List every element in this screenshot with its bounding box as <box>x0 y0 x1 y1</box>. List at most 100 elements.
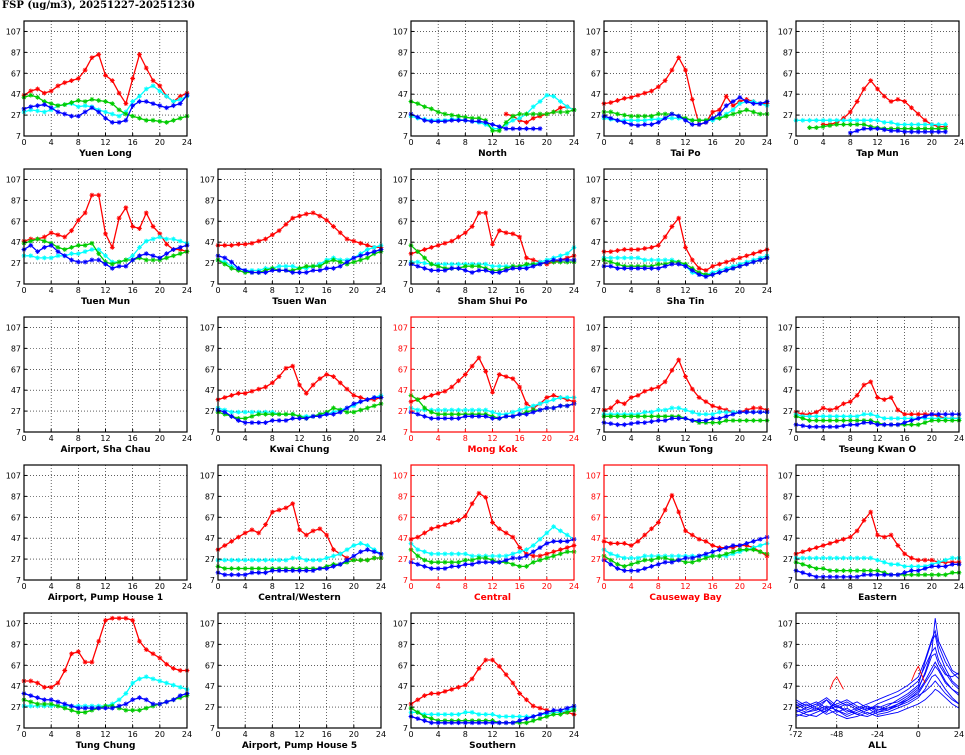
y-tick-label: 27 <box>11 407 21 416</box>
y-tick-label: 47 <box>205 238 215 247</box>
y-tick-label: 67 <box>11 69 21 78</box>
y-tick-label: 47 <box>11 90 21 99</box>
y-tick-label: 27 <box>783 555 793 564</box>
y-tick-label: 7 <box>16 428 21 437</box>
x-tick-label: 16 <box>128 138 138 147</box>
x-tick-label: 12 <box>680 138 690 147</box>
x-tick-label: 0 <box>601 434 606 443</box>
x-tick-label: 0 <box>21 138 26 147</box>
y-tick-label: 67 <box>398 661 408 670</box>
series-markers <box>408 705 577 719</box>
x-tick-label: 20 <box>349 730 359 739</box>
series-markers <box>215 547 384 578</box>
y-tick-label: 107 <box>393 175 408 184</box>
y-tick-label: 7 <box>403 428 408 437</box>
x-tick-label: -48 <box>830 730 843 739</box>
chart-panel: 0 4 8 12 16 20 24 7 27 47 67 87 107 Causeway Bay <box>586 464 772 603</box>
y-tick-label: 67 <box>11 661 21 670</box>
chart-panel: 0 4 8 12 16 20 24 7 27 47 67 87 107 Eastern <box>778 464 964 603</box>
station-title: Sham Shui Po <box>458 297 528 307</box>
y-tick-label: 7 <box>788 576 793 585</box>
x-tick-label: 20 <box>542 138 552 147</box>
y-tick-label: 107 <box>6 471 21 480</box>
x-tick-label: 20 <box>155 286 165 295</box>
x-tick-label: 20 <box>927 434 937 443</box>
y-tick-label: 107 <box>200 471 215 480</box>
chart-panel: 0 4 8 12 16 20 24 7 27 47 67 87 107 Southern <box>393 612 579 751</box>
y-tick-label: 27 <box>205 407 215 416</box>
y-tick-label: 87 <box>205 492 215 501</box>
x-tick-label: 24 <box>569 138 579 147</box>
y-tick-label: 7 <box>210 724 215 733</box>
series-line <box>795 629 960 709</box>
y-tick-label: 7 <box>16 280 21 289</box>
y-tick-label: 7 <box>210 576 215 585</box>
series-markers <box>847 126 948 136</box>
y-tick-label: 87 <box>205 196 215 205</box>
x-tick-label: 16 <box>708 582 718 591</box>
series-markers <box>408 490 577 559</box>
x-tick-label: 24 <box>569 286 579 295</box>
series-markers <box>21 693 190 715</box>
x-tick-label: 4 <box>243 434 248 443</box>
y-tick-label: 47 <box>11 682 21 691</box>
x-tick-label: 8 <box>270 730 275 739</box>
y-tick-label: 87 <box>398 196 408 205</box>
x-tick-label: 16 <box>515 582 525 591</box>
y-tick-label: 67 <box>11 217 21 226</box>
y-tick-label: 47 <box>11 534 21 543</box>
y-tick-label: 67 <box>591 513 601 522</box>
x-tick-label: 8 <box>76 138 81 147</box>
y-tick-label: 7 <box>596 280 601 289</box>
y-tick-label: 87 <box>783 640 793 649</box>
x-tick-label: 20 <box>735 434 745 443</box>
x-tick-label: 8 <box>656 582 661 591</box>
x-tick-label: 16 <box>515 286 525 295</box>
y-tick-label: 87 <box>398 344 408 353</box>
y-tick-label: 7 <box>16 724 21 733</box>
x-tick-label: 20 <box>927 582 937 591</box>
station-title: Airport, Pump House 1 <box>48 593 163 603</box>
y-tick-label: 7 <box>16 576 21 585</box>
y-tick-label: 47 <box>591 534 601 543</box>
y-tick-label: 107 <box>393 471 408 480</box>
x-tick-label: 20 <box>155 582 165 591</box>
y-tick-label: 107 <box>778 27 793 36</box>
chart-panel: 0 4 8 12 16 20 24 7 27 47 67 87 107 Yuen Long <box>6 20 192 159</box>
x-tick-label: 16 <box>708 286 718 295</box>
y-tick-label: 7 <box>596 132 601 141</box>
y-tick-label: 27 <box>591 407 601 416</box>
y-tick-label: 47 <box>591 238 601 247</box>
x-tick-label: 12 <box>680 434 690 443</box>
y-tick-label: 7 <box>403 280 408 289</box>
y-tick-label: 27 <box>11 111 21 120</box>
y-tick-label: 87 <box>783 492 793 501</box>
chart-panel: 0 4 8 12 16 20 24 7 27 47 67 87 107 Tai Po <box>586 20 772 159</box>
x-tick-label: 4 <box>49 582 54 591</box>
station-title: Causeway Bay <box>649 593 721 603</box>
x-tick-label: 24 <box>569 730 579 739</box>
x-tick-label: 4 <box>49 434 54 443</box>
x-tick-label: 0 <box>408 138 413 147</box>
x-tick-label: 0 <box>21 286 26 295</box>
y-tick-label: 67 <box>783 365 793 374</box>
y-tick-label: 47 <box>11 238 21 247</box>
x-tick-label: 24 <box>182 582 192 591</box>
chart-panel: 0 4 8 12 16 20 24 7 27 47 67 87 107 Tung Chung <box>6 612 192 751</box>
y-tick-label: 67 <box>783 69 793 78</box>
y-tick-label: 7 <box>210 280 215 289</box>
x-tick-label: 4 <box>629 582 634 591</box>
x-tick-label: 20 <box>349 286 359 295</box>
x-tick-label: 12 <box>680 286 690 295</box>
x-tick-label: 24 <box>954 582 964 591</box>
x-tick-label: 16 <box>515 138 525 147</box>
x-tick-label: 24 <box>762 434 772 443</box>
series-line <box>24 236 188 263</box>
x-tick-label: 0 <box>215 286 220 295</box>
x-tick-label: 8 <box>656 138 661 147</box>
y-tick-label: 87 <box>398 492 408 501</box>
station-title: Kwai Chung <box>270 445 330 455</box>
y-tick-label: 87 <box>398 48 408 57</box>
x-tick-label: 0 <box>215 582 220 591</box>
x-tick-label: 16 <box>128 286 138 295</box>
